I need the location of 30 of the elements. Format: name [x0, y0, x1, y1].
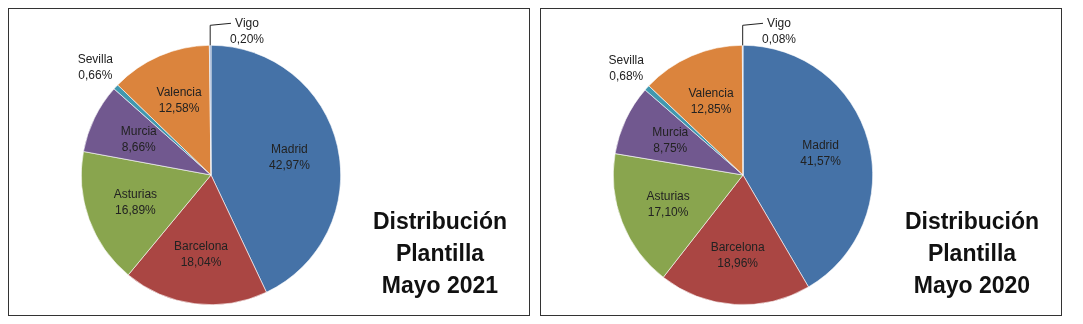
slice-label: Barcelona: [173, 239, 229, 254]
data-label: 18,96%: [717, 255, 759, 270]
data-label: 0,68%: [609, 69, 644, 84]
slice-label: Barcelona: [710, 239, 766, 254]
data-label: 8,75%: [653, 141, 688, 156]
slice-label: Murcia: [652, 125, 689, 140]
slice-label: Vigo: [767, 15, 792, 30]
slice-label: Asturias: [646, 188, 690, 203]
data-label: 41,57%: [800, 154, 842, 169]
slice-label: Valencia: [156, 85, 203, 100]
text: Distribución Plantilla Mayo 2020: [903, 207, 1041, 300]
data-label: 18,04%: [180, 255, 222, 270]
slice-label: Sevilla: [77, 52, 114, 67]
data-label: 0,66%: [78, 68, 113, 83]
data-label: 12,85%: [690, 101, 732, 116]
slice-label: Murcia: [120, 124, 158, 139]
slice-label: Asturias: [113, 186, 158, 201]
text: Distribución Plantilla Mayo 2021: [371, 207, 509, 300]
data-label: 0,20%: [229, 31, 265, 46]
slice-label: Vigo: [235, 15, 260, 30]
data-label: 0,08%: [761, 31, 797, 46]
data-label: 12,58%: [158, 101, 200, 116]
data-label: 42,97%: [269, 157, 311, 172]
data-label: 8,66%: [121, 140, 157, 155]
slice-label: Madrid: [271, 141, 308, 156]
data-label: 17,10%: [647, 204, 689, 219]
slice-label: Valencia: [688, 85, 734, 100]
slice-label: Madrid: [802, 138, 839, 153]
slice-label: Sevilla: [608, 53, 645, 68]
data-label: 16,89%: [115, 202, 157, 217]
